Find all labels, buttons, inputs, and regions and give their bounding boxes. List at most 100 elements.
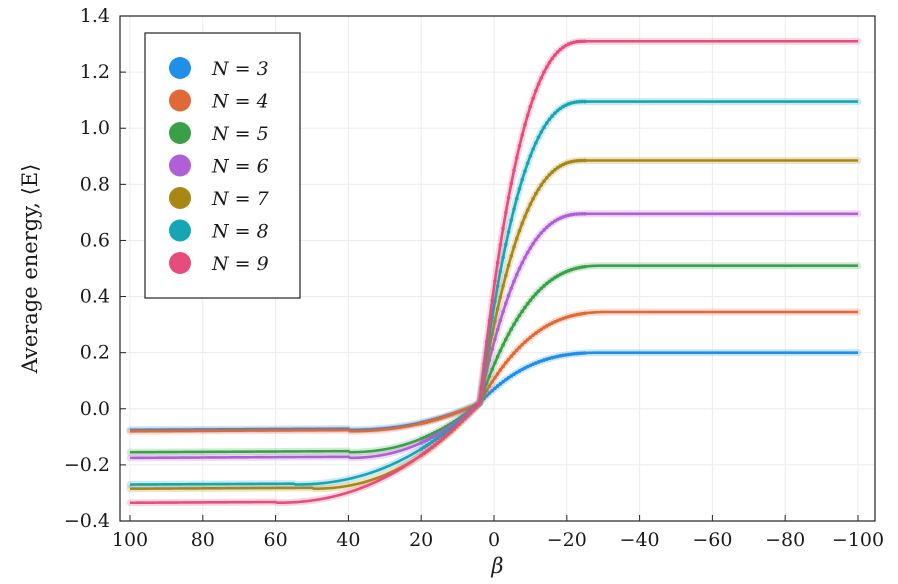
series-point-n7 [528,202,533,207]
legend-label-n4: N = 4 [211,91,269,113]
series-point-n4 [542,325,546,330]
series-point-n9 [555,50,560,54]
series-point-n5 [438,427,443,432]
series-point-n5 [566,268,571,273]
x-tick-label: −40 [620,529,660,551]
series-point-n9 [493,279,497,283]
series-point-n9 [583,39,587,44]
series-point-n9 [487,318,492,323]
series-point-n6 [422,439,426,444]
series-point-n4 [525,337,530,342]
series-point-n6 [575,212,579,216]
series-point-n9 [449,429,454,433]
series-point-n9 [495,260,500,265]
series-point-n4 [517,345,522,350]
series-point-n3 [520,367,525,372]
series-point-n8 [577,99,582,104]
series-point-n3 [536,360,541,364]
legend-label-n5: N = 5 [211,123,269,145]
series-point-n5 [550,277,555,282]
series-point-n4 [487,384,492,388]
series-point-n5 [514,317,519,322]
series-point-n7 [504,273,508,278]
series-point-n5 [427,433,432,438]
series-point-n9 [471,408,475,412]
series-point-n4 [512,351,516,355]
series-point-n5 [553,275,557,280]
series-line-n6 [129,212,858,460]
series-point-n8 [531,147,535,151]
series-point-n6 [427,437,432,441]
series-point-n9 [465,413,470,418]
series-point-n5 [525,301,530,306]
series-point-n3 [561,353,565,358]
y-tick-label: 0.0 [80,398,110,420]
series-point-n4 [555,318,560,323]
series-point-n9 [553,53,557,57]
series-point-n9 [468,410,473,415]
series-point-n5 [528,298,533,303]
series-point-n3 [509,374,514,378]
series-point-n4 [523,340,527,344]
series-point-n3 [566,352,571,357]
y-axis-title: Average energy, ⟨E⟩ [18,164,42,375]
series-point-n8 [569,101,574,105]
series-point-n9 [460,419,464,423]
series-point-n8 [419,447,424,451]
series-point-n9 [482,362,486,366]
series-point-n8 [544,121,549,125]
x-tick-label: −100 [832,529,884,551]
series-point-n4 [580,311,585,316]
series-point-n9 [536,82,541,86]
series-point-n5 [536,289,541,293]
series-point-n6 [528,246,533,250]
series-point-n9 [441,436,445,440]
series-point-n3 [490,388,494,393]
series-point-n4 [438,416,443,421]
series-point-n9 [509,181,514,186]
series-point-n8 [564,103,568,107]
series-point-n9 [577,39,582,44]
legend-label-n9: N = 9 [211,253,269,275]
series-point-n8 [555,108,560,113]
series-point-n5 [509,327,514,331]
series-point-n5 [542,284,546,288]
series-point-n8 [583,99,587,104]
series-point-n6 [566,213,571,218]
series-point-n7 [531,196,535,201]
series-point-n7 [490,332,494,336]
series-point-n3 [564,353,568,357]
series-point-n5 [575,266,579,270]
series-point-n7 [547,172,552,177]
y-tick-label: −0.4 [64,510,110,532]
series-point-n7 [566,160,571,165]
series-point-n5 [564,269,568,274]
series-point-n7 [580,158,585,163]
series-point-n8 [430,440,434,444]
series-point-n9 [523,122,527,127]
series-point-n5 [539,286,544,291]
series-point-n4 [449,412,454,417]
series-point-n9 [525,113,530,118]
series-point-n9 [446,431,451,436]
series-point-n4 [553,319,557,324]
series-point-n5 [572,267,576,271]
series-point-n9 [561,45,565,50]
series-point-n4 [583,311,587,316]
series-point-n8 [547,117,552,122]
series-point-n3 [550,355,555,360]
y-tick-label: 0.4 [80,286,110,308]
series-point-n7 [564,161,568,166]
series-point-n9 [435,440,440,445]
legend-marker-n5 [169,122,191,144]
series-point-n3 [583,351,587,355]
series-point-n4 [547,322,552,327]
series-point-n5 [430,432,434,436]
axes [119,15,876,522]
series-point-n4 [446,413,451,418]
series-point-n4 [531,333,535,337]
series-point-n7 [520,221,525,226]
series-point-n8 [495,284,500,288]
series-point-n4 [441,415,445,420]
